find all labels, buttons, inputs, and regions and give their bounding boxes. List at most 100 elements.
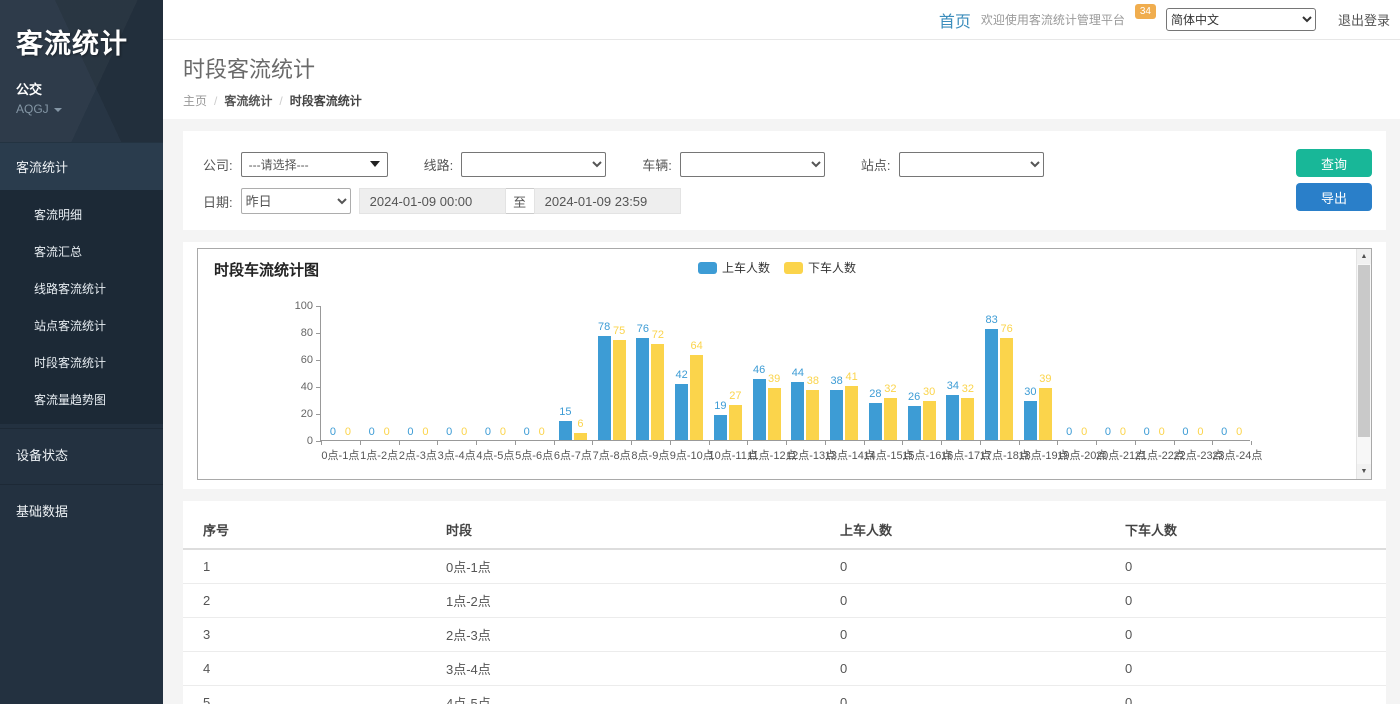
sidebar-item-0[interactable]: 客流统计 [0,142,163,190]
date-start-input[interactable] [359,188,506,214]
date-preset-select[interactable]: 昨日 [241,188,351,214]
bar-group-6: 156 [554,306,593,441]
legend-item[interactable]: 上车人数 [698,259,770,276]
filter-panel: 公司: ---请选择--- 线路: 车辆: 站点: 日期: 昨日 [183,131,1386,230]
table-cell: 2 [183,584,426,618]
sidebar-subitem-3[interactable]: 线路客流统计 [0,270,163,307]
org-switcher[interactable]: AQGJ [0,98,163,130]
bar-group-21: 00 [1135,306,1174,441]
date-label: 日期: [203,192,233,211]
bar-value-label: 0 [1182,426,1188,438]
y-axis-tick-label: 0 [279,435,313,447]
x-axis-tick-label: 4点-5点 [476,447,515,463]
app-root: 客流统计 公交 AQGJ 客流统计客流明细客流汇总线路客流统计站点客流统计时段客… [0,0,1400,704]
bar-value-label: 6 [577,418,583,430]
bar: 28 [869,403,882,441]
x-axis-tick-mark [1057,441,1058,445]
dropdown-arrow-icon [370,161,380,167]
x-axis-tick-label: 20点-21点 [1096,447,1135,463]
bar-value-label: 0 [330,426,336,438]
date-end-input[interactable] [534,188,681,214]
sidebar-subitem-1[interactable]: 客流明细 [0,196,163,233]
bar-value-label: 0 [1105,426,1111,438]
bar-group-0: 00 [321,306,360,441]
vehicle-select[interactable] [680,152,825,177]
x-axis-tick-label: 17点-18点 [980,447,1019,463]
company-select[interactable]: ---请选择--- [241,152,388,177]
sidebar-menu: 客流统计客流明细客流汇总线路客流统计站点客流统计时段客流统计客流量趋势图设备状态… [0,142,163,536]
topbar: 首页 欢迎使用客流统计管理平台 34 简体中文 退出登录 [163,0,1400,40]
filter-row-2: 日期: 昨日 至 [203,188,1366,214]
query-button[interactable]: 查询 [1296,149,1372,177]
bar: 76 [1000,338,1013,441]
bar: 30 [1024,401,1037,442]
chart-container: 时段车流统计图 上车人数下车人数 02040608010000000000000… [197,248,1372,480]
bar-group-9: 4264 [670,306,709,441]
chart-scrollbar[interactable]: ▲ ▼ [1356,249,1371,479]
bar-group-14: 2832 [864,306,903,441]
legend-item[interactable]: 下车人数 [784,259,856,276]
x-axis-tick-label: 14点-15点 [864,447,903,463]
content-area: 时段客流统计 主页/客流统计/时段客流统计 公司: ---请选择--- 线路: … [163,40,1400,704]
sidebar-item-7[interactable]: 设备状态 [0,428,163,480]
sidebar-item-8[interactable]: 基础数据 [0,484,163,536]
line-select[interactable] [461,152,606,177]
export-button[interactable]: 导出 [1296,183,1372,211]
x-axis-tick-label: 18点-19点 [1019,447,1058,463]
bar: 38 [806,390,819,441]
bar-value-label: 34 [947,380,959,392]
bar-group-18: 3039 [1019,306,1058,441]
breadcrumb-item-1[interactable]: 客流统计 [224,94,272,108]
notification-badge[interactable]: 34 [1135,4,1156,19]
x-axis-tick-label: 13点-14点 [825,447,864,463]
bar-group-22: 00 [1174,306,1213,441]
table-row: 32点-3点00 [183,618,1386,652]
bar-value-label: 19 [714,400,726,412]
bar-value-label: 0 [1236,426,1242,438]
bar-value-label: 38 [831,375,843,387]
table-cell: 0 [820,584,1105,618]
x-axis-tick-label: 19点-20点 [1057,447,1096,463]
bar: 26 [908,406,921,441]
logout-link[interactable]: 退出登录 [1338,10,1390,29]
breadcrumb: 主页/客流统计/时段客流统计 [183,92,1400,109]
language-select[interactable]: 简体中文 [1166,8,1316,31]
bar-value-label: 0 [500,426,506,438]
home-link[interactable]: 首页 [939,8,971,32]
scrollbar-thumb[interactable] [1358,265,1370,437]
breadcrumb-separator: / [214,94,217,108]
bar-value-label: 0 [1197,426,1203,438]
bar-group-7: 7875 [592,306,631,441]
y-axis-tick-label: 60 [279,354,313,366]
sidebar-subitem-2[interactable]: 客流汇总 [0,233,163,270]
x-axis-tick-mark [709,441,710,445]
bar-value-label: 39 [768,373,780,385]
x-axis-tick-label: 2点-3点 [399,447,438,463]
bar-value-label: 0 [1144,426,1150,438]
bar-value-label: 76 [637,323,649,335]
bar-value-label: 72 [652,329,664,341]
x-axis-tick-mark [631,441,632,445]
x-axis-tick-label: 22点-23点 [1174,447,1213,463]
bar-value-label: 0 [407,426,413,438]
bar: 34 [946,395,959,441]
sidebar-subitem-6[interactable]: 客流量趋势图 [0,381,163,418]
sidebar-subitem-5[interactable]: 时段客流统计 [0,344,163,381]
bar-group-23: 00 [1212,306,1251,441]
bar: 39 [768,388,781,441]
table-cell: 4 [183,652,426,686]
x-axis-tick-label: 15点-16点 [902,447,941,463]
x-axis-tick-label: 21点-22点 [1135,447,1174,463]
x-axis-tick-label: 7点-8点 [592,447,631,463]
station-select[interactable] [899,152,1044,177]
scroll-down-arrow-icon[interactable]: ▼ [1357,464,1371,479]
bar: 78 [598,336,611,441]
table-cell: 0 [820,549,1105,584]
sidebar-subitem-4[interactable]: 站点客流统计 [0,307,163,344]
breadcrumb-item-0[interactable]: 主页 [183,94,207,108]
bar: 38 [830,390,843,441]
bar: 41 [845,386,858,441]
bar-value-label: 0 [384,426,390,438]
x-axis-tick-label: 6点-7点 [554,447,593,463]
scroll-up-arrow-icon[interactable]: ▲ [1357,249,1371,264]
